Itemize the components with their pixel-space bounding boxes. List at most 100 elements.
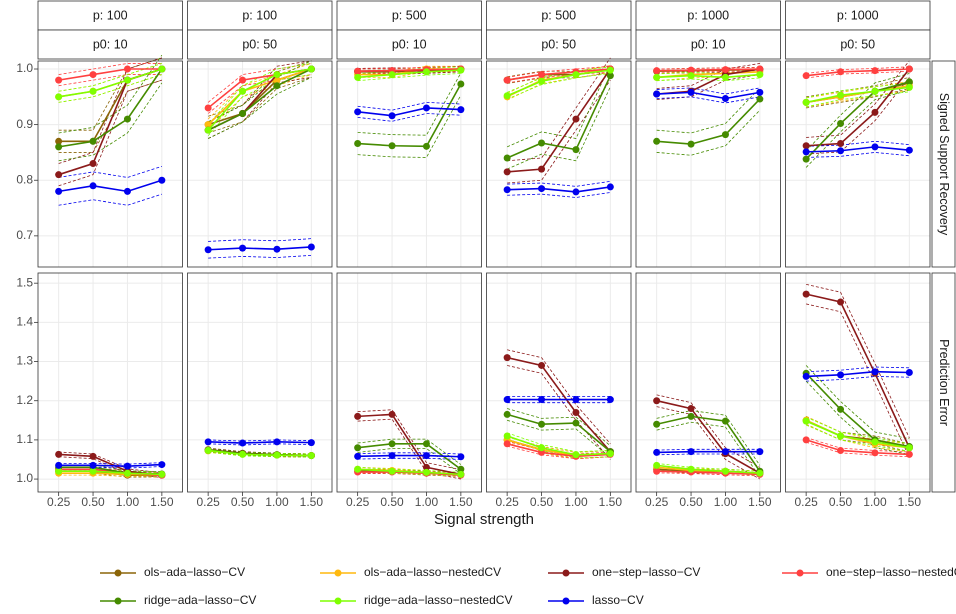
data-point	[457, 465, 465, 473]
error-band	[207, 60, 312, 123]
data-point	[837, 147, 845, 155]
panel-bg	[38, 273, 183, 492]
strip-bg	[187, 29, 333, 60]
error-band	[656, 70, 760, 73]
error-band	[357, 94, 462, 158]
data-point	[503, 410, 511, 418]
data-point	[572, 408, 580, 416]
data-point	[572, 115, 580, 123]
error-band	[58, 193, 162, 206]
data-point	[653, 137, 661, 145]
series-line	[656, 470, 760, 476]
data-point	[538, 139, 546, 147]
data-point	[307, 65, 315, 73]
panel-bg	[636, 273, 781, 492]
strip-bg	[37, 29, 183, 60]
data-point	[239, 76, 247, 84]
data-point	[687, 72, 695, 80]
data-point	[422, 468, 430, 476]
data-point	[837, 140, 845, 148]
panel-bg	[187, 273, 332, 492]
error-band	[806, 140, 910, 147]
error-band	[506, 86, 611, 170]
series-line	[357, 468, 461, 476]
y-tick-label: 0.8	[16, 172, 33, 186]
panel-border	[635, 60, 781, 268]
data-point	[503, 76, 511, 84]
series-line	[207, 68, 312, 131]
data-point	[307, 452, 315, 460]
series-line	[806, 84, 910, 104]
strip-label: p0: 10	[392, 37, 427, 51]
series-line	[806, 146, 910, 153]
data-point	[653, 461, 661, 469]
series-line	[806, 370, 910, 378]
error-band	[58, 63, 162, 75]
strip-label: p0: 10	[93, 37, 128, 51]
data-point	[871, 67, 879, 75]
panel	[187, 272, 333, 493]
series-line	[207, 68, 312, 131]
error-band	[357, 438, 462, 465]
panel-border	[486, 272, 632, 493]
series-line	[208, 246, 312, 251]
series-line	[357, 413, 462, 476]
x-tick-label: 1.50	[748, 495, 772, 509]
data-point	[905, 78, 913, 86]
data-point	[55, 171, 63, 179]
error-band	[58, 79, 162, 187]
data-point	[307, 439, 315, 447]
data-point	[653, 397, 661, 405]
error-band	[208, 443, 312, 446]
data-point	[457, 80, 465, 88]
y-tick-label: 1.2	[16, 393, 33, 407]
series-line	[656, 464, 760, 474]
strip-bg	[635, 29, 781, 60]
data-point	[538, 361, 546, 369]
data-point	[388, 410, 396, 418]
series-line	[507, 68, 612, 173]
data-point	[503, 432, 511, 440]
panel	[486, 57, 632, 268]
error-band	[805, 416, 910, 445]
error-band	[806, 80, 910, 99]
data-point	[503, 354, 511, 362]
error-band	[806, 89, 910, 108]
x-tick-label: 1.00	[564, 495, 588, 509]
data-point	[503, 92, 511, 100]
x-tick-label: 0.50	[679, 495, 703, 509]
data-point	[721, 73, 729, 81]
series-line	[805, 439, 910, 456]
data-point	[123, 187, 131, 195]
panel-bg	[785, 61, 930, 267]
data-point	[721, 94, 729, 102]
series-line	[805, 420, 910, 449]
error-band	[58, 63, 162, 92]
data-point	[905, 450, 913, 458]
data-point	[158, 176, 166, 184]
legend-label: one−step−lasso−nestedCV	[826, 565, 956, 579]
data-point	[503, 168, 511, 176]
data-point	[457, 453, 465, 461]
legend-key	[562, 569, 570, 577]
data-point	[89, 160, 97, 168]
data-point	[572, 451, 580, 459]
data-point	[89, 461, 97, 469]
series-line	[58, 470, 162, 476]
legend-key	[114, 597, 122, 605]
series-line	[58, 463, 162, 467]
data-point	[756, 448, 764, 456]
error-band	[656, 74, 760, 100]
data-point	[721, 417, 729, 425]
data-point	[55, 467, 63, 475]
series-line	[656, 68, 760, 72]
data-point	[354, 412, 362, 420]
series-line	[357, 107, 461, 117]
error-band	[507, 79, 611, 184]
strip-bg	[37, 0, 183, 31]
data-point	[354, 108, 362, 116]
strip-bg	[931, 60, 956, 268]
panel	[336, 272, 482, 493]
data-point	[388, 467, 396, 475]
